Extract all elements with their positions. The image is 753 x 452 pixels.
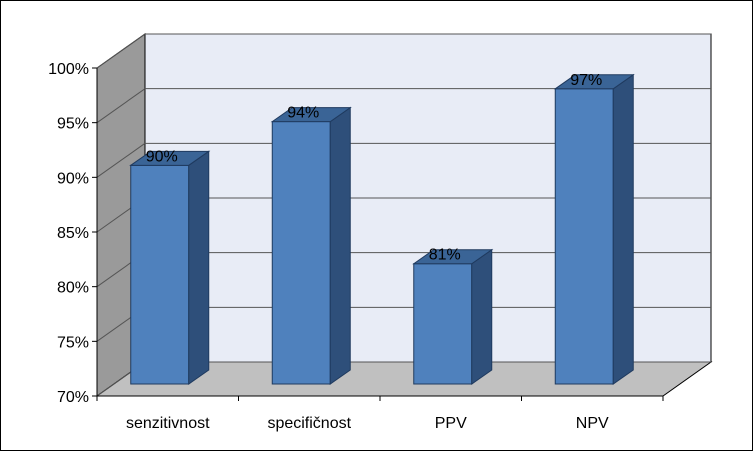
y-tick-label: 85% (57, 225, 89, 242)
bar (270, 106, 352, 385)
y-tick-label: 70% (57, 389, 89, 406)
y-tick-label: 95% (57, 116, 89, 133)
bar-side (471, 248, 493, 385)
y-tick-label: 80% (57, 280, 89, 297)
x-tick-label: NPV (576, 415, 609, 432)
x-tick-label: senzitivnost (126, 415, 210, 432)
bar-side (188, 150, 210, 385)
bar-side (329, 106, 351, 385)
y-tick-label: 75% (57, 334, 89, 351)
bar (553, 73, 635, 385)
bar-top (270, 107, 352, 123)
bar-front (413, 263, 473, 385)
bar-front (271, 121, 331, 385)
data-label: 81% (429, 247, 461, 264)
x-tick-label: PPV (435, 415, 467, 432)
gridline-side (96, 142, 146, 178)
labels: 90% senzitivnost 94% specifičnost 81% PPV 97% N… (126, 72, 609, 432)
bar-top (553, 74, 635, 90)
gridline-side (96, 33, 146, 69)
y-tick-label: 100% (48, 61, 89, 78)
bar-front (130, 164, 190, 385)
bar (129, 150, 211, 385)
bars (129, 73, 635, 385)
bar-side (612, 73, 634, 385)
x-tick-label: specifičnost (267, 415, 351, 432)
bar-front (554, 88, 614, 385)
gridline-side (96, 88, 146, 124)
axes: 70% 75% 80% 85% 90% 95% 100% (48, 61, 664, 406)
bar (412, 248, 494, 385)
data-label: 94% (287, 105, 319, 122)
bar-top (412, 249, 494, 265)
bar-top (129, 150, 211, 166)
y-tick-label: 90% (57, 170, 89, 187)
data-label: 97% (570, 72, 602, 89)
data-label: 90% (146, 148, 178, 165)
